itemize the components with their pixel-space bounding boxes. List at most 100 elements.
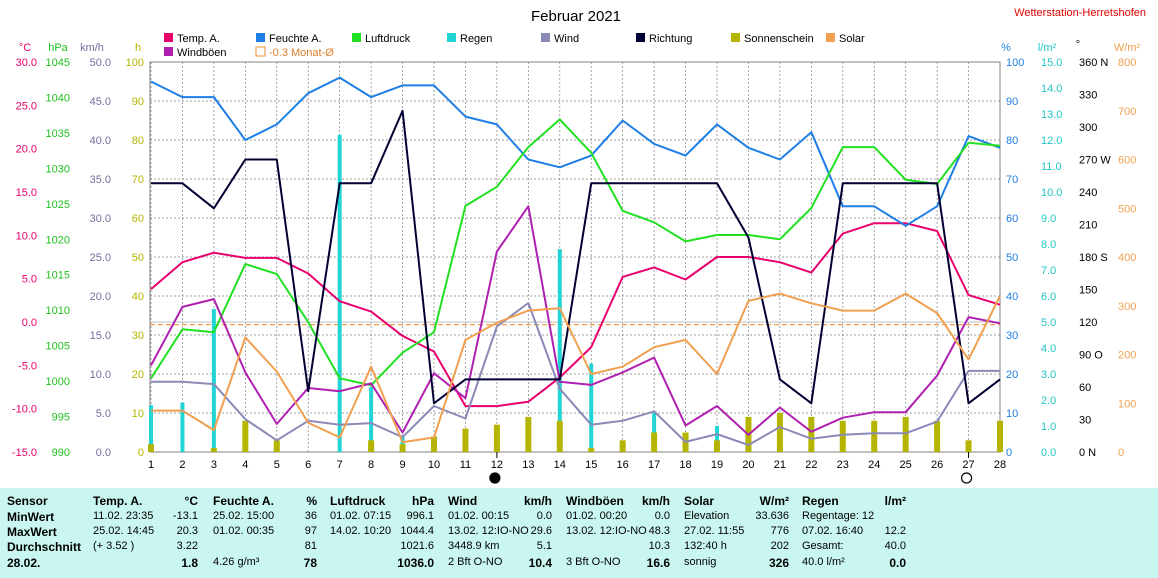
stats-wind-value: 10.4 <box>528 556 552 570</box>
stats-wind-value: 5.1 <box>536 540 552 552</box>
tick-wind: 30.0 <box>90 213 111 225</box>
sunshine-bar <box>776 413 783 452</box>
tick-direction: 240 <box>1079 187 1097 199</box>
tick-rain: 6.0 <box>1041 291 1056 303</box>
sunshine-bar <box>808 416 815 452</box>
stats-temp-value: 20.3 <box>176 525 198 537</box>
tick-wind: 0.0 <box>96 447 111 459</box>
sunshine-bar <box>556 420 563 452</box>
tick-rain: 15.0 <box>1041 57 1062 69</box>
tick-x: 9 <box>399 459 405 471</box>
station-name: Wetterstation-Herretshofen <box>1014 7 1146 19</box>
stats-rain-label: 07.02. 16:40 <box>802 525 864 537</box>
axis-unit-temp: °C <box>19 42 31 54</box>
stats-gusts-label: 13.02. 12:IO-NO <box>566 525 647 537</box>
stats-humidity-unit: % <box>306 494 317 508</box>
tick-pressure: 990 <box>52 447 70 459</box>
legend-label: Windböen <box>177 47 227 59</box>
stats-sensor-row: Durchschnitt <box>7 540 82 554</box>
stats-sensor-row: 28.02. <box>7 556 41 570</box>
tick-x: 1 <box>148 459 154 471</box>
tick-wind: 25.0 <box>90 252 111 264</box>
tick-pressure: 1020 <box>46 234 70 246</box>
tick-pressure: 1045 <box>46 57 70 69</box>
tick-x: 18 <box>679 459 691 471</box>
tick-solar: 800 <box>1118 57 1136 69</box>
legend-label: Richtung <box>649 33 692 45</box>
tick-sun: 20 <box>132 369 144 381</box>
tick-x: 22 <box>805 459 817 471</box>
legend-swatch-month-avg <box>255 46 266 57</box>
tick-temp: 0.0 <box>22 317 37 329</box>
sunshine-bar <box>871 420 878 452</box>
stats-gusts-value: 16.6 <box>646 556 670 570</box>
sunshine-bar <box>965 440 972 452</box>
tick-x: 14 <box>554 459 566 471</box>
rain-bar <box>715 426 719 452</box>
tick-solar: 200 <box>1118 350 1136 362</box>
stats-pressure-value: 1021.6 <box>400 540 434 552</box>
tick-rain: 11.0 <box>1041 161 1062 173</box>
rain-bar <box>557 249 562 452</box>
tick-rain: 4.0 <box>1041 343 1056 355</box>
stats-solar-label: Elevation <box>684 510 730 522</box>
tick-sun: 60 <box>132 213 144 225</box>
tick-x: 23 <box>837 459 849 471</box>
tick-direction: 0 N <box>1079 447 1096 459</box>
stats-temp-label: 25.02. 14:45 <box>93 525 155 537</box>
tick-pressure: 1025 <box>46 199 70 211</box>
series-line-wind <box>151 302 1000 446</box>
tick-x: 12 <box>491 459 503 471</box>
tick-rain: 8.0 <box>1041 239 1056 251</box>
legend-swatch <box>636 33 645 42</box>
stats-pressure-value: 996.1 <box>406 510 434 522</box>
stats-wind-header: Wind <box>448 494 478 508</box>
axis-unit-rain: l/m² <box>1038 42 1057 54</box>
tick-x: 17 <box>648 459 660 471</box>
tick-wind: 20.0 <box>90 291 111 303</box>
stats-temp-unit: °C <box>184 494 198 508</box>
stats-rain-value: 12.2 <box>884 525 906 537</box>
rain-bar <box>211 309 216 452</box>
stats-solar-value: 326 <box>768 556 789 570</box>
tick-pressure: 995 <box>52 412 70 424</box>
sunshine-bar <box>399 444 406 452</box>
stats-pressure-value: 1044.4 <box>400 525 434 537</box>
stats-rain-label: Regentage: 12 <box>802 510 875 522</box>
tick-humidity: 30 <box>1006 330 1018 342</box>
series-line-richtung <box>151 109 1001 405</box>
sunshine-bar <box>651 432 658 452</box>
stats-rain-unit: l/m² <box>884 494 906 508</box>
rain-bar <box>589 363 594 452</box>
tick-wind: 10.0 <box>90 369 111 381</box>
stats-sensor-row: MaxWert <box>7 525 57 539</box>
axis-unit-direction: ° <box>1076 39 1080 51</box>
tick-x: 27 <box>962 459 974 471</box>
tick-wind: 35.0 <box>90 174 111 186</box>
stats-wind-label: 13.02. 12:IO-NO <box>448 525 529 537</box>
tick-pressure: 1005 <box>46 341 70 353</box>
tick-pressure: 1035 <box>46 128 70 140</box>
tick-sun: 80 <box>132 135 144 147</box>
stats-gusts-label: 01.02. 00:20 <box>566 510 628 522</box>
stats-humidity-label: 4.26 g/m³ <box>213 556 260 568</box>
tick-rain: 5.0 <box>1041 317 1056 329</box>
tick-humidity: 100 <box>1006 57 1024 69</box>
stats-rain-header: Regen <box>802 494 839 508</box>
tick-pressure: 1040 <box>46 92 70 104</box>
rain-bar <box>369 387 374 452</box>
tick-x: 6 <box>305 459 311 471</box>
axis-unit-solar: W/m² <box>1114 42 1141 54</box>
moon-full-icon <box>960 472 973 484</box>
stats-temp-value: -13.1 <box>172 510 198 522</box>
stats-pressure-header: Luftdruck <box>330 494 386 508</box>
tick-sun: 90 <box>132 96 144 108</box>
sunshine-bar <box>902 416 909 452</box>
stats-humidity-value: 36 <box>304 510 317 522</box>
stats-rain-value: 0.0 <box>889 556 906 570</box>
tick-wind: 15.0 <box>90 330 111 342</box>
tick-x: 26 <box>931 459 943 471</box>
tick-temp: 20.0 <box>16 144 37 156</box>
legend-swatch <box>541 33 550 42</box>
legend-swatch <box>826 33 835 42</box>
